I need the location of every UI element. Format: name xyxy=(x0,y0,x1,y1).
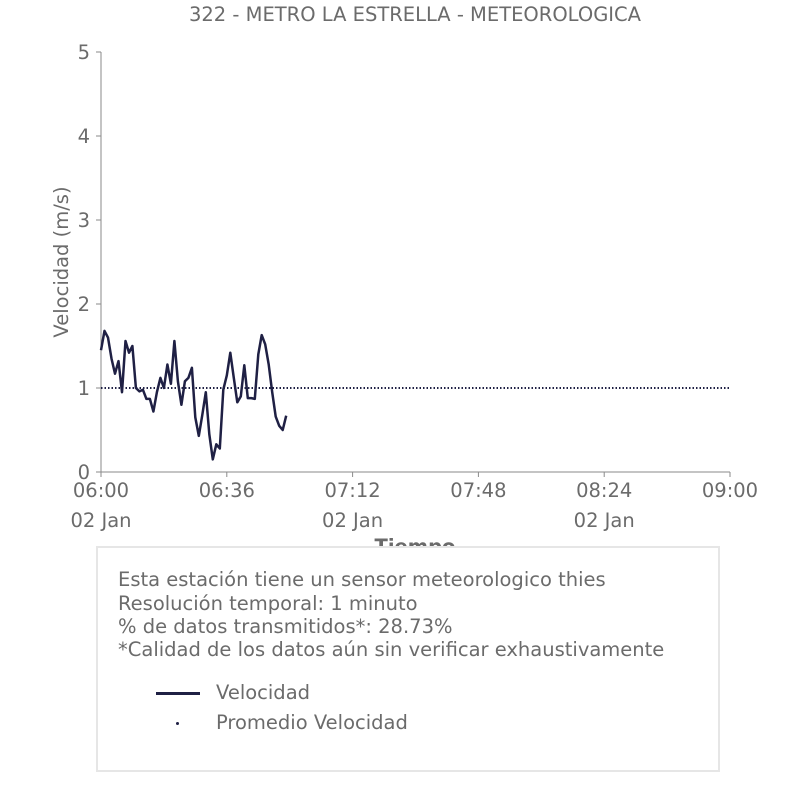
x-tick-label: 06:00 xyxy=(73,479,129,502)
info-sensor-text: Esta estación tiene un sensor meteorolog… xyxy=(118,568,606,591)
y-tick-label: 4 xyxy=(78,125,90,148)
info-resolution-text: Resolución temporal: 1 minuto xyxy=(118,592,418,615)
series-line-velocidad xyxy=(99,329,288,461)
y-tick-label: 1 xyxy=(78,377,90,400)
x-tick-label: 06:36 xyxy=(199,479,255,502)
x-tick-label: 07:12 xyxy=(324,479,380,502)
y-axis-label: Velocidad (m/s) xyxy=(50,186,73,337)
x-tick-date-label: 02 Jan xyxy=(322,509,383,532)
info-box: Esta estación tiene un sensor meteorolog… xyxy=(96,546,720,772)
info-quality-text: *Calidad de los datos aún sin verificar … xyxy=(118,638,665,661)
y-tick-label: 3 xyxy=(78,209,90,232)
x-tick-label: 09:00 xyxy=(702,479,758,502)
y-tick-label: 2 xyxy=(78,293,90,316)
y-tick-label: 5 xyxy=(78,41,90,64)
legend-dot-swatch xyxy=(176,722,179,725)
legend-label-velocidad: Velocidad xyxy=(216,681,311,704)
x-tick-label: 08:24 xyxy=(576,479,632,502)
y-tick-label: 0 xyxy=(78,461,90,484)
info-transmitted-text: % de datos transmitidos*: 28.73% xyxy=(118,615,453,638)
x-tick-date-label: 02 Jan xyxy=(574,509,635,532)
legend-label-promedio: Promedio Velocidad xyxy=(216,711,408,734)
x-tick-label: 07:48 xyxy=(450,479,506,502)
x-tick-date-label: 02 Jan xyxy=(70,509,131,532)
legend-line-swatch xyxy=(156,692,200,695)
chart-title: 322 - METRO LA ESTRELLA - METEOROLOGICA xyxy=(189,3,642,26)
